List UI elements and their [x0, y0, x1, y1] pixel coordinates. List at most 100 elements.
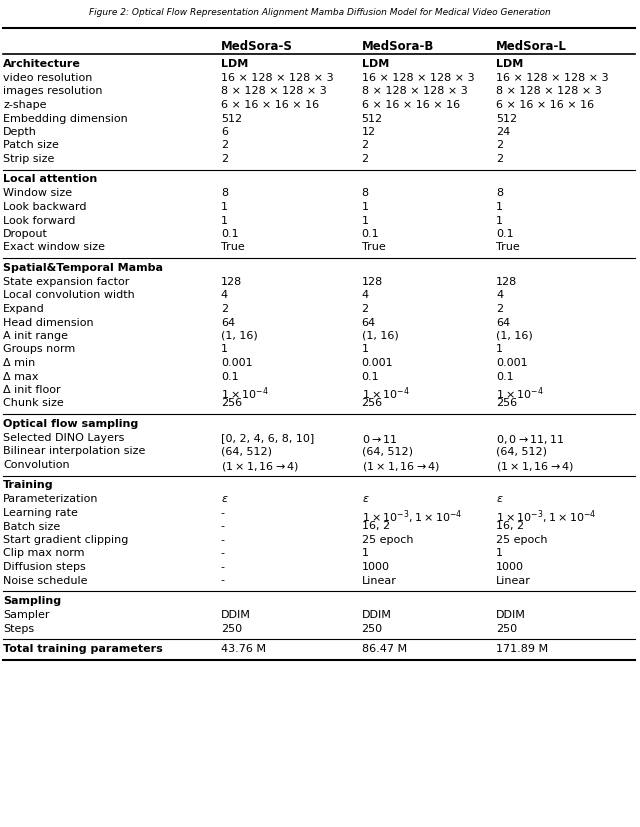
- Text: 2: 2: [221, 141, 228, 151]
- Text: 0.1: 0.1: [362, 371, 380, 381]
- Text: 1000: 1000: [362, 562, 390, 572]
- Text: $\epsilon$: $\epsilon$: [362, 495, 369, 504]
- Text: -: -: [221, 522, 225, 532]
- Text: A init range: A init range: [3, 331, 68, 341]
- Text: (64, 512): (64, 512): [221, 447, 272, 457]
- Text: 256: 256: [221, 399, 242, 409]
- Text: 0.1: 0.1: [362, 229, 380, 239]
- Text: 1: 1: [362, 216, 369, 226]
- Text: 1: 1: [496, 345, 503, 355]
- Text: Optical flow sampling: Optical flow sampling: [3, 419, 138, 429]
- Text: True: True: [221, 242, 244, 252]
- Text: 6 × 16 × 16 × 16: 6 × 16 × 16 × 16: [221, 100, 319, 110]
- Text: $(1 \times 1, 16 \rightarrow 4)$: $(1 \times 1, 16 \rightarrow 4)$: [362, 460, 440, 473]
- Text: $(1 \times 1, 16 \rightarrow 4)$: $(1 \times 1, 16 \rightarrow 4)$: [221, 460, 299, 473]
- Text: Exact window size: Exact window size: [3, 242, 105, 252]
- Text: 1: 1: [496, 548, 503, 558]
- Text: Bilinear interpolation size: Bilinear interpolation size: [3, 447, 145, 457]
- Text: 0.1: 0.1: [221, 371, 239, 381]
- Text: Learning rate: Learning rate: [3, 508, 78, 518]
- Text: 0.001: 0.001: [496, 358, 527, 368]
- Text: 16 × 128 × 128 × 3: 16 × 128 × 128 × 3: [221, 73, 333, 83]
- Text: 1: 1: [496, 202, 503, 212]
- Text: Sampler: Sampler: [3, 610, 50, 620]
- Text: LDM: LDM: [496, 59, 524, 69]
- Text: 2: 2: [362, 304, 369, 314]
- Text: $0, 0 \rightarrow 11, 11$: $0, 0 \rightarrow 11, 11$: [496, 433, 564, 446]
- Text: 256: 256: [362, 399, 383, 409]
- Text: DDIM: DDIM: [496, 610, 526, 620]
- Text: [0, 2, 4, 6, 8, 10]: [0, 2, 4, 6, 8, 10]: [221, 433, 314, 443]
- Text: 6 × 16 × 16 × 16: 6 × 16 × 16 × 16: [496, 100, 594, 110]
- Text: 2: 2: [221, 154, 228, 164]
- Text: Training: Training: [3, 480, 54, 490]
- Text: Embedding dimension: Embedding dimension: [3, 113, 128, 123]
- Text: 2: 2: [362, 154, 369, 164]
- Text: 4: 4: [496, 290, 503, 300]
- Text: 64: 64: [496, 318, 510, 327]
- Text: 1: 1: [496, 216, 503, 226]
- Text: Patch size: Patch size: [3, 141, 59, 151]
- Text: 128: 128: [362, 277, 383, 287]
- Text: $0 \rightarrow 11$: $0 \rightarrow 11$: [362, 433, 397, 445]
- Text: 6: 6: [221, 127, 228, 137]
- Text: Parameterization: Parameterization: [3, 495, 99, 504]
- Text: Convolution: Convolution: [3, 460, 70, 470]
- Text: 2: 2: [362, 141, 369, 151]
- Text: $\epsilon$: $\epsilon$: [221, 495, 228, 504]
- Text: 8 × 128 × 128 × 3: 8 × 128 × 128 × 3: [362, 87, 467, 97]
- Text: Noise schedule: Noise schedule: [3, 576, 88, 586]
- Text: Steps: Steps: [3, 624, 35, 633]
- Text: Linear: Linear: [496, 576, 531, 586]
- Text: $1\times10^{-3}, 1\times10^{-4}$: $1\times10^{-3}, 1\times10^{-4}$: [362, 508, 462, 526]
- Text: (64, 512): (64, 512): [496, 447, 547, 457]
- Text: Spatial&Temporal Mamba: Spatial&Temporal Mamba: [3, 263, 163, 273]
- Text: images resolution: images resolution: [3, 87, 102, 97]
- Text: LDM: LDM: [221, 59, 248, 69]
- Text: 16 × 128 × 128 × 3: 16 × 128 × 128 × 3: [362, 73, 474, 83]
- Text: Chunk size: Chunk size: [3, 399, 64, 409]
- Text: -: -: [221, 562, 225, 572]
- Text: 512: 512: [496, 113, 517, 123]
- Text: Dropout: Dropout: [3, 229, 48, 239]
- Text: 2: 2: [496, 304, 503, 314]
- Text: 0.001: 0.001: [362, 358, 393, 368]
- Text: 16, 2: 16, 2: [496, 522, 524, 532]
- Text: 64: 64: [362, 318, 376, 327]
- Text: z-shape: z-shape: [3, 100, 47, 110]
- Text: 8: 8: [221, 189, 228, 198]
- Text: 16 × 128 × 128 × 3: 16 × 128 × 128 × 3: [496, 73, 609, 83]
- Text: Strip size: Strip size: [3, 154, 54, 164]
- Text: 1: 1: [362, 345, 369, 355]
- Text: 8 × 128 × 128 × 3: 8 × 128 × 128 × 3: [221, 87, 326, 97]
- Text: 1: 1: [362, 202, 369, 212]
- Text: Δ min: Δ min: [3, 358, 35, 368]
- Text: Batch size: Batch size: [3, 522, 60, 532]
- Text: -: -: [221, 508, 225, 518]
- Text: 8: 8: [362, 189, 369, 198]
- Text: MedSora-L: MedSora-L: [496, 40, 567, 53]
- Text: 1: 1: [362, 548, 369, 558]
- Text: LDM: LDM: [362, 59, 389, 69]
- Text: Local convolution width: Local convolution width: [3, 290, 135, 300]
- Text: Look backward: Look backward: [3, 202, 86, 212]
- Text: $1 \times 10^{-4}$: $1 \times 10^{-4}$: [221, 385, 269, 402]
- Text: 12: 12: [362, 127, 376, 137]
- Text: 16, 2: 16, 2: [362, 522, 390, 532]
- Text: 8 × 128 × 128 × 3: 8 × 128 × 128 × 3: [496, 87, 602, 97]
- Text: MedSora-B: MedSora-B: [362, 40, 434, 53]
- Text: Local attention: Local attention: [3, 174, 97, 184]
- Text: -: -: [221, 548, 225, 558]
- Text: 1000: 1000: [496, 562, 524, 572]
- Text: Architecture: Architecture: [3, 59, 81, 69]
- Text: Groups norm: Groups norm: [3, 345, 76, 355]
- Text: 43.76 M: 43.76 M: [221, 644, 266, 654]
- Text: $(1 \times 1, 16 \rightarrow 4)$: $(1 \times 1, 16 \rightarrow 4)$: [496, 460, 574, 473]
- Text: $1\times10^{-3}, 1\times10^{-4}$: $1\times10^{-3}, 1\times10^{-4}$: [496, 508, 596, 526]
- Text: -: -: [221, 535, 225, 545]
- Text: 2: 2: [496, 141, 503, 151]
- Text: (64, 512): (64, 512): [362, 447, 413, 457]
- Text: $1 \times 10^{-4}$: $1 \times 10^{-4}$: [362, 385, 410, 402]
- Text: 0.001: 0.001: [221, 358, 252, 368]
- Text: 1: 1: [221, 202, 228, 212]
